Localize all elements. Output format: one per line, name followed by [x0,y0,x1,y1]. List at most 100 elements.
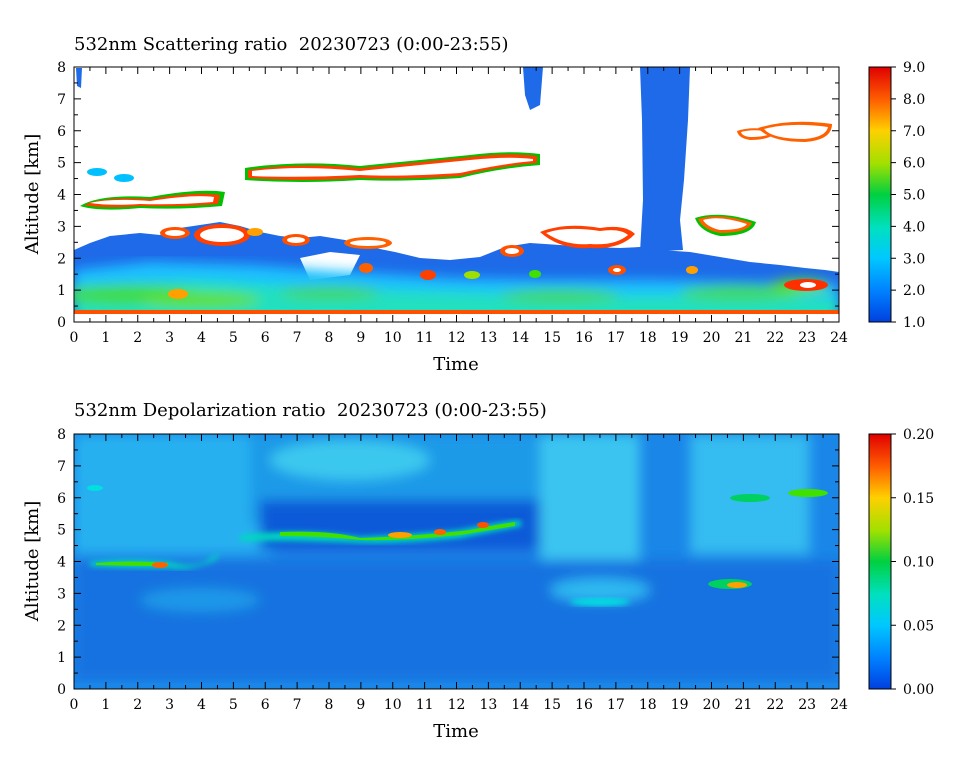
x-tick-label: 22 [766,330,784,346]
x-tick-label: 11 [416,330,434,346]
colorbar-ticks: 0.00 0.05 0.10 0.15 0.20 [891,427,934,698]
x-tick-label: 2 [133,697,142,713]
y-tick-label: 8 [57,60,66,76]
colorbar-tick-label: 0.00 [903,682,934,698]
y-axis-label: Altitude [km] [22,134,43,256]
x-tick-label: 24 [830,697,848,713]
x-tick-label: 10 [384,330,402,346]
panel-title: 532nm Depolarization ratio 20230723 (0:0… [74,400,547,421]
x-axis-label: Time [433,354,478,375]
clouds [80,121,832,257]
x-tick-label: 9 [356,697,365,713]
surface-band [74,310,839,314]
y-tick-label: 8 [57,427,66,443]
x-tick-label: 18 [639,697,657,713]
x-tick-label: 12 [448,330,466,346]
x-tick-label: 24 [830,330,848,346]
x-tick-label: 2 [133,330,142,346]
x-tick-label: 17 [607,330,625,346]
colorbar-tick-label: 0.15 [903,491,934,507]
colorbar-tick-label: 0.05 [903,618,934,634]
x-tick-label: 12 [448,697,466,713]
x-tick-label: 6 [261,330,270,346]
y-tick-label: 6 [57,124,66,140]
x-tick-label: 16 [575,330,593,346]
x-tick-label: 20 [703,697,721,713]
colorbar-tick-label: 0.20 [903,427,934,443]
y-tick-label: 0 [57,682,66,698]
x-tick-label: 4 [197,697,206,713]
x-tick-label: 8 [325,697,334,713]
x-tick-label: 15 [543,330,561,346]
x-tick-label: 3 [165,697,174,713]
x-tick-label: 6 [261,697,270,713]
x-tick-label: 5 [229,330,238,346]
heatmap-area [74,434,839,689]
y-tick-label: 4 [57,555,66,571]
y-tick-label: 6 [57,491,66,507]
high-column-18h [640,67,690,252]
y-tick-label: 0 [57,315,66,331]
y-tick-label: 7 [57,92,66,108]
y-tick-label: 1 [57,650,66,666]
y-tick-label: 5 [57,523,66,539]
x-tick-label: 23 [798,697,816,713]
axes: 0 1 2 3 4 5 6 7 8 9 10 11 12 13 14 15 16 17 18 19 20 21 22 23 24… [57,427,848,713]
x-tick-label: 5 [229,697,238,713]
x-tick-label: 7 [293,697,302,713]
colorbar-tick-label: 2.0 [903,283,925,299]
colorbar-tick-label: 9.0 [903,60,925,76]
colorbar-tick-label: 8.0 [903,92,925,108]
y-tick-label: 5 [57,156,66,172]
panel-depolarization: 532nm Depolarization ratio 20230723 (0:0… [22,400,934,742]
x-tick-label: 13 [479,330,497,346]
colorbar-tick-label: 7.0 [903,124,925,140]
x-tick-label: 8 [325,330,334,346]
y-tick-label: 2 [57,618,66,634]
x-tick-label: 21 [734,330,752,346]
y-tick-label: 1 [57,283,66,299]
colorbar [868,66,892,323]
colorbar-tick-label: 0.10 [903,555,934,571]
colorbar-tick-label: 3.0 [903,251,925,267]
x-tick-label: 9 [356,330,365,346]
y-axis-label: Altitude [km] [22,501,43,623]
x-tick-label: 7 [293,330,302,346]
x-tick-label: 17 [607,697,625,713]
x-tick-label: 3 [165,330,174,346]
x-tick-label: 19 [671,697,689,713]
x-tick-label: 1 [101,697,110,713]
x-tick-label: 19 [671,330,689,346]
x-tick-label: 1 [101,330,110,346]
x-tick-label: 23 [798,330,816,346]
x-tick-label: 0 [70,330,79,346]
x-tick-label: 11 [416,697,434,713]
x-tick-label: 22 [766,697,784,713]
y-tick-label: 7 [57,459,66,475]
x-tick-label: 14 [511,330,529,346]
y-tick-label: 2 [57,251,66,267]
x-tick-label: 15 [543,697,561,713]
x-tick-label: 18 [639,330,657,346]
axes: 0 1 2 3 4 5 6 7 8 9 10 11 12 13 14 15 16 17 18 19 20 21 22 23 24… [57,60,848,346]
colorbar-tick-label: 4.0 [903,219,925,235]
colorbar [868,433,892,690]
x-axis-label: Time [433,721,478,742]
heatmap-area [74,67,839,322]
x-tick-label: 13 [479,697,497,713]
colorbar-tick-label: 1.0 [903,315,925,331]
panel-title: 532nm Scattering ratio 20230723 (0:00-23… [74,34,509,55]
y-tick-label: 3 [57,586,66,602]
x-tick-label: 14 [511,697,529,713]
x-tick-label: 16 [575,697,593,713]
x-tick-label: 4 [197,330,206,346]
y-tick-label: 3 [57,219,66,235]
x-tick-label: 21 [734,697,752,713]
colorbar-tick-label: 5.0 [903,188,925,204]
x-tick-label: 0 [70,697,79,713]
x-tick-label: 20 [703,330,721,346]
colorbar-ticks: 1.0 2.0 3.0 4.0 5.0 6.0 7.0 8.0 9.0 [891,60,925,331]
y-tick-label: 4 [57,188,66,204]
